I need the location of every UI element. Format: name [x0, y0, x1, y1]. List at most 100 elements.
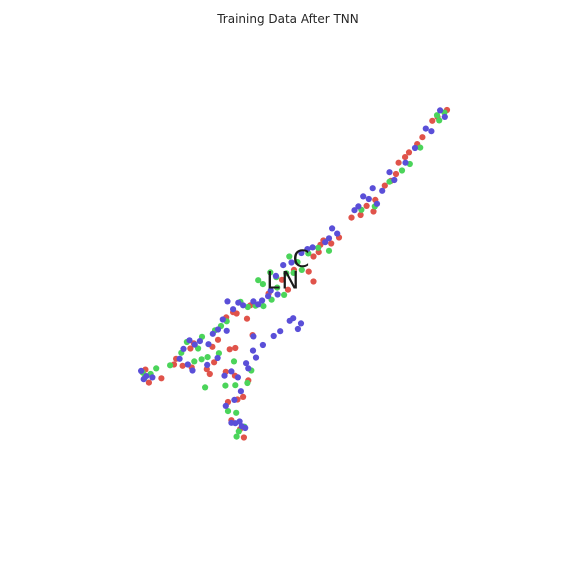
data-point: [191, 341, 198, 348]
data-point: [187, 345, 194, 352]
data-point: [322, 239, 329, 246]
data-point: [386, 169, 393, 176]
data-point: [232, 344, 239, 352]
data-point: [411, 144, 419, 152]
data-point: [222, 382, 229, 389]
data-point: [373, 200, 381, 207]
data-point: [224, 298, 231, 305]
cluster-labels-layer: CL N: [266, 245, 309, 295]
data-point: [315, 244, 322, 251]
data-point: [297, 320, 305, 327]
data-point: [214, 354, 221, 362]
data-point: [237, 388, 244, 395]
data-point: [243, 360, 250, 367]
data-point: [145, 379, 152, 386]
data-point: [191, 358, 198, 365]
data-point: [179, 362, 186, 369]
cluster-label: C: [293, 245, 310, 273]
data-point: [235, 299, 242, 306]
data-point: [206, 370, 213, 378]
data-point: [288, 259, 295, 266]
data-point: [176, 355, 183, 362]
data-point: [305, 268, 312, 275]
data-point: [402, 159, 409, 166]
data-point: [138, 367, 145, 374]
data-point: [250, 298, 257, 305]
data-point: [167, 362, 174, 369]
data-point: [259, 281, 266, 288]
data-point: [244, 379, 251, 387]
data-point: [233, 409, 240, 416]
data-point: [196, 338, 203, 345]
data-point: [221, 372, 228, 379]
data-point: [232, 382, 239, 389]
data-point: [381, 182, 388, 189]
data-point: [219, 316, 226, 323]
data-point: [391, 176, 398, 184]
data-point: [198, 356, 205, 363]
data-point: [357, 211, 364, 219]
data-point: [230, 306, 237, 313]
chart-title: Training Data After TNN: [216, 12, 359, 26]
data-point: [153, 365, 160, 372]
data-point: [294, 325, 301, 333]
data-point: [281, 291, 288, 298]
data-point: [286, 253, 293, 260]
data-point: [290, 315, 297, 322]
data-point: [392, 170, 400, 178]
data-point: [433, 112, 441, 119]
data-point: [348, 214, 355, 221]
data-point: [274, 284, 281, 291]
data-point: [369, 185, 376, 192]
data-point: [255, 277, 262, 284]
data-point: [309, 244, 316, 251]
data-point: [211, 359, 218, 366]
data-point: [250, 333, 257, 340]
data-point: [355, 203, 362, 210]
data-point: [310, 278, 317, 285]
data-point: [290, 269, 297, 276]
data-point: [379, 187, 386, 194]
data-point: [310, 253, 317, 260]
data-point: [209, 330, 216, 337]
cluster-label: N: [281, 267, 299, 295]
data-point: [226, 346, 233, 353]
data-point: [230, 358, 238, 365]
data-point: [360, 193, 367, 200]
data-point: [398, 167, 406, 174]
data-point: [240, 302, 247, 309]
data-point: [274, 291, 281, 298]
data-point: [243, 315, 251, 322]
data-point: [265, 293, 272, 300]
data-point: [298, 249, 305, 257]
data-point: [252, 354, 260, 361]
data-point: [329, 225, 336, 232]
data-point: [402, 154, 409, 161]
data-point: [267, 269, 274, 276]
data-point: [240, 393, 247, 400]
data-point: [204, 361, 211, 368]
data-point: [231, 396, 238, 403]
data-point: [214, 326, 222, 333]
data-point: [325, 235, 333, 242]
data-point: [267, 287, 274, 294]
data-point: [395, 159, 402, 166]
data-point: [328, 240, 335, 247]
data-point: [363, 202, 370, 209]
points-layer: [138, 106, 451, 441]
data-point: [283, 270, 290, 277]
data-point: [428, 128, 435, 135]
data-point: [214, 336, 222, 343]
data-point: [244, 303, 251, 311]
data-point: [223, 327, 230, 334]
data-point: [202, 384, 209, 391]
series-blue: [138, 107, 448, 432]
data-point: [284, 286, 292, 293]
data-point: [205, 341, 212, 348]
data-point: [228, 368, 235, 375]
data-point: [233, 433, 240, 440]
data-point: [245, 365, 252, 372]
data-point: [189, 367, 196, 374]
data-point: [436, 117, 443, 124]
data-point: [304, 246, 311, 253]
